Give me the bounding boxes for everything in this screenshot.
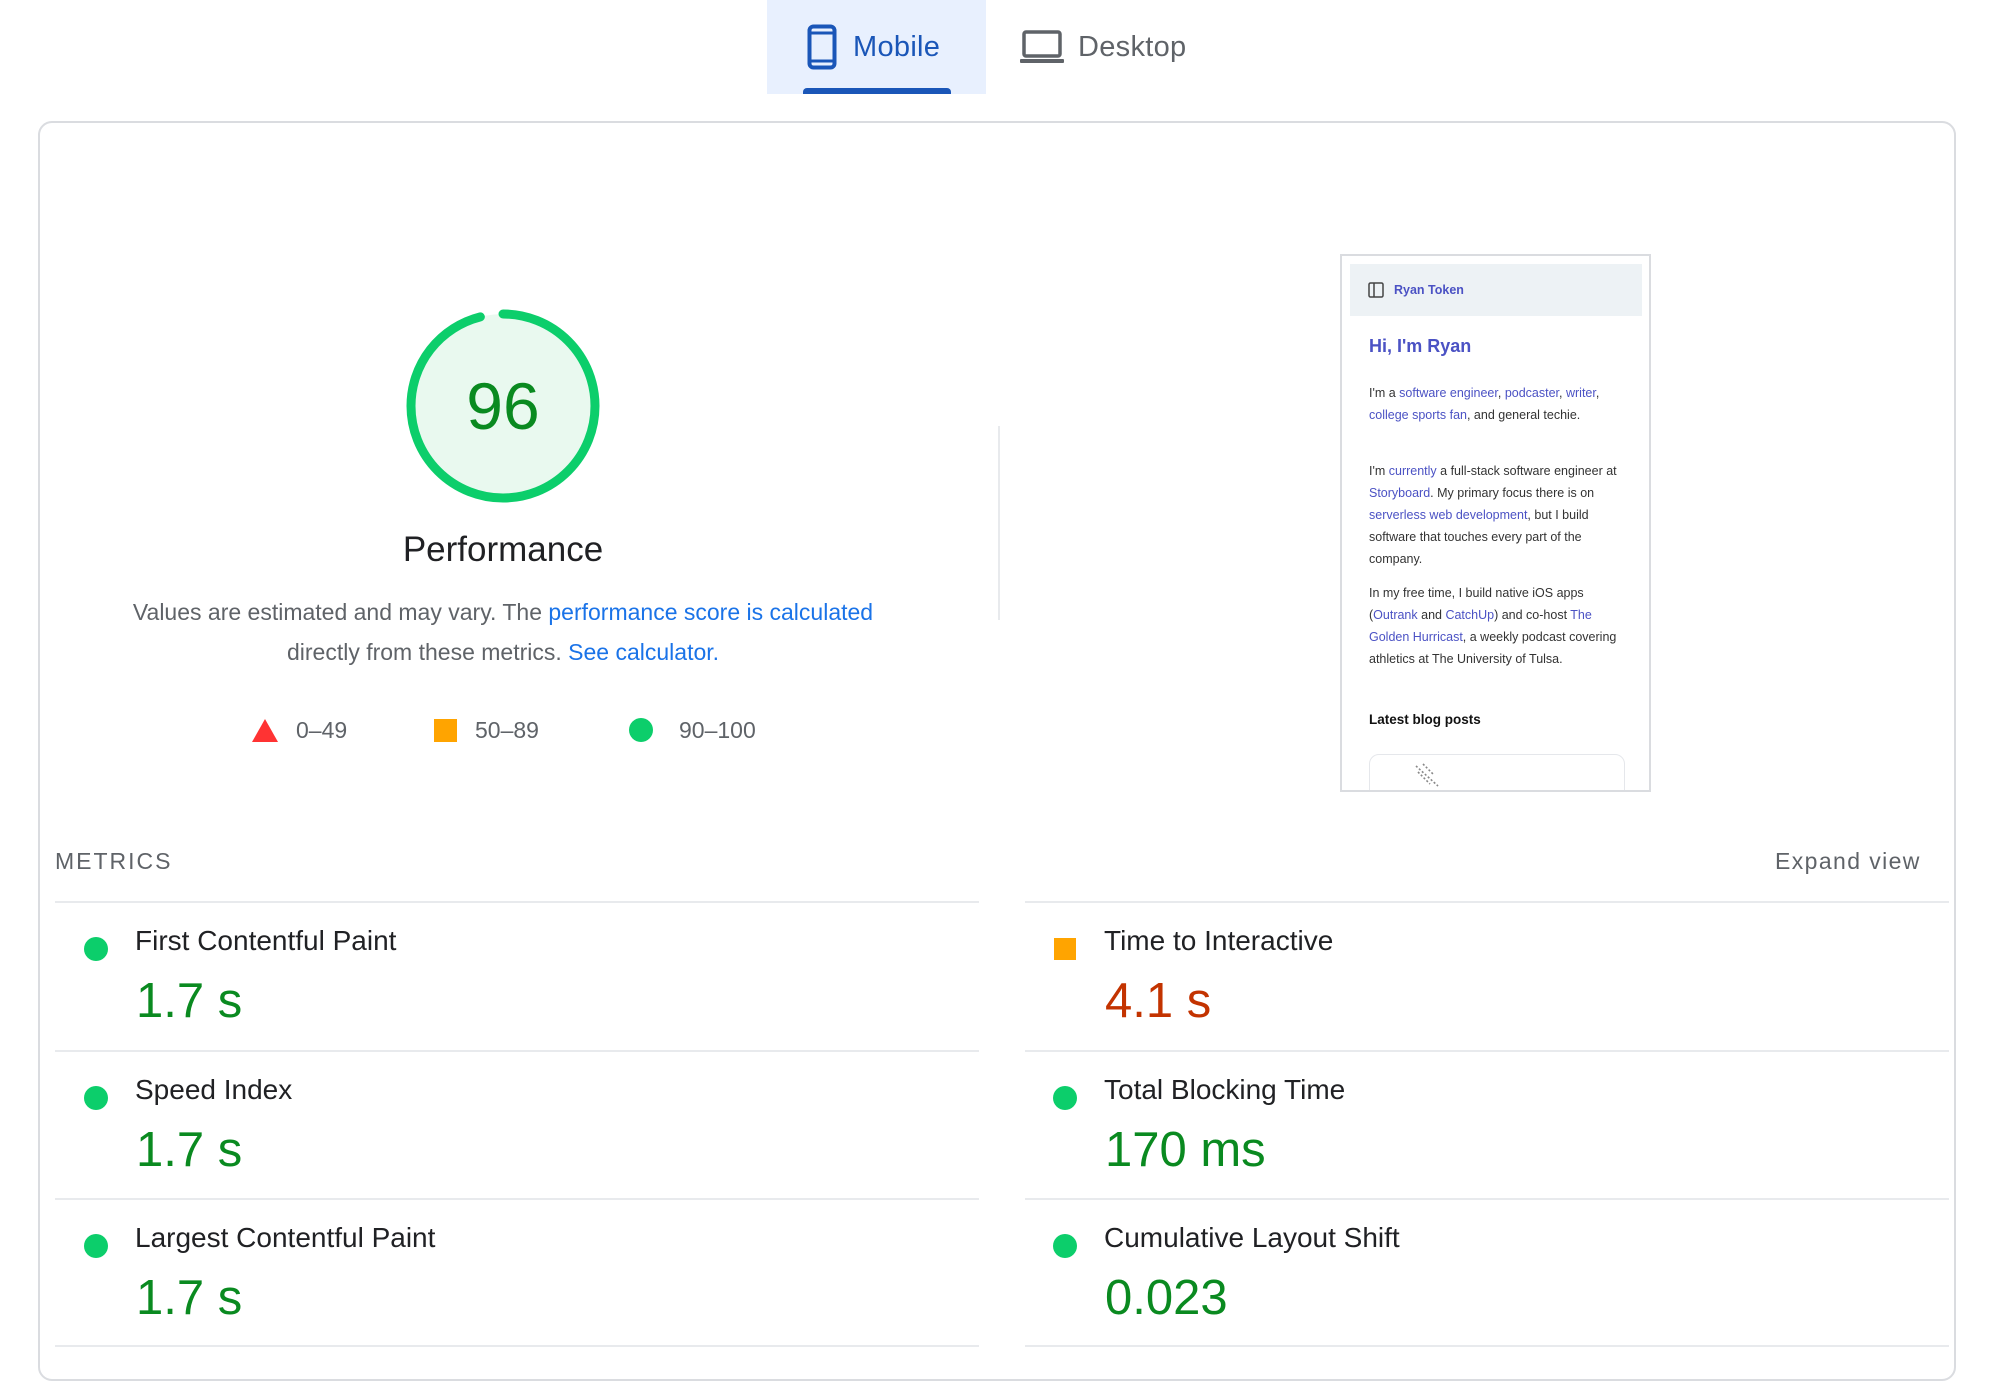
tab-mobile-label: Mobile	[853, 30, 941, 63]
metric-speed-index: Speed Index 1.7 s	[55, 1052, 965, 1200]
legend-average: 50–89	[434, 712, 539, 748]
metric-value: 4.1 s	[1105, 974, 1212, 1028]
metrics-divider	[55, 1050, 979, 1052]
circle-icon	[1053, 1234, 1077, 1258]
see-calculator-link[interactable]: See calculator.	[568, 639, 720, 665]
tab-desktop[interactable]: Desktop	[1004, 0, 1234, 94]
circle-icon	[1053, 1086, 1077, 1110]
metrics-divider	[1025, 1050, 1949, 1052]
vertical-divider	[998, 426, 1000, 620]
metric-name: Time to Interactive	[1104, 925, 1334, 956]
score-calculated-link[interactable]: performance score is calculated	[548, 599, 874, 625]
legend-pass: 90–100	[629, 712, 756, 748]
tab-mobile[interactable]: Mobile	[767, 0, 986, 94]
metric-value: 0.023	[1105, 1271, 1228, 1325]
preview-paragraph-2: I'm currently a full-stack software engi…	[1369, 464, 1617, 566]
preview-latest-posts-heading: Latest blog posts	[1369, 712, 1481, 727]
metric-largest-contentful-paint: Largest Contentful Paint 1.7 s	[55, 1200, 965, 1348]
metric-value: 170 ms	[1105, 1123, 1266, 1177]
preview-post-card	[1369, 754, 1625, 790]
metric-first-contentful-paint: First Contentful Paint 1.7 s	[55, 903, 965, 1051]
metric-time-to-interactive: Time to Interactive 4.1 s	[1024, 903, 1934, 1051]
circle-icon	[84, 937, 108, 961]
metric-name: Speed Index	[135, 1074, 293, 1105]
legend-average-label: 50–89	[475, 716, 539, 743]
desc-text-2: directly from these metrics.	[286, 639, 569, 665]
expand-view-button[interactable]: Expand view	[1775, 848, 1921, 874]
square-icon	[1054, 938, 1076, 960]
page-screenshot-preview: Ryan Token Hi, I'm Ryan I'm a software e…	[1340, 254, 1651, 792]
performance-score-gauge: 96	[406, 309, 600, 503]
metric-value: 1.7 s	[136, 1123, 243, 1177]
desc-text-1: Values are estimated and may vary. The	[132, 599, 549, 625]
circle-icon	[629, 718, 653, 742]
smartphone-icon	[807, 24, 837, 70]
metric-name: First Contentful Paint	[135, 925, 397, 956]
gauge-arc	[406, 309, 600, 503]
circle-icon	[84, 1234, 108, 1258]
metrics-divider	[55, 1198, 979, 1200]
preview-site-header: Ryan Token	[1350, 264, 1642, 316]
circle-icon	[84, 1086, 108, 1110]
sidebar-toggle-icon	[1368, 282, 1384, 298]
legend-pass-label: 90–100	[679, 716, 756, 743]
metrics-divider	[55, 1345, 979, 1347]
laptop-icon	[1020, 29, 1064, 65]
metric-name: Total Blocking Time	[1104, 1074, 1346, 1105]
gauge-background	[411, 314, 595, 498]
performance-description: Values are estimated and may vary. The p…	[102, 592, 904, 672]
metric-value: 1.7 s	[136, 1271, 243, 1325]
metrics-divider	[1025, 901, 1949, 903]
triangle-icon	[252, 718, 278, 742]
performance-score: 96	[466, 369, 539, 443]
preview-site-name: Ryan Token	[1394, 283, 1464, 297]
loading-icon	[1412, 762, 1442, 790]
metrics-divider	[1025, 1198, 1949, 1200]
metric-cumulative-layout-shift: Cumulative Layout Shift 0.023	[1024, 1200, 1934, 1348]
tab-desktop-label: Desktop	[1078, 30, 1187, 63]
metric-name: Cumulative Layout Shift	[1104, 1222, 1400, 1253]
metrics-divider	[55, 901, 979, 903]
metric-name: Largest Contentful Paint	[135, 1222, 436, 1253]
legend-fail: 0–49	[252, 712, 347, 748]
metric-value: 1.7 s	[136, 974, 243, 1028]
preview-heading: Hi, I'm Ryan	[1369, 336, 1472, 356]
square-icon	[434, 718, 457, 742]
metrics-heading: METRICS	[55, 848, 173, 874]
preview-paragraph-3: In my free time, I build native iOS apps…	[1369, 586, 1617, 666]
metric-total-blocking-time: Total Blocking Time 170 ms	[1024, 1052, 1934, 1200]
metrics-divider	[1025, 1345, 1949, 1347]
performance-title: Performance	[402, 530, 604, 569]
device-tabs: Mobile Desktop	[0, 0, 1990, 94]
active-tab-indicator	[803, 88, 951, 94]
legend-fail-label: 0–49	[296, 716, 348, 743]
preview-paragraph-1: I'm a software engineer, podcaster, writ…	[1369, 386, 1600, 422]
